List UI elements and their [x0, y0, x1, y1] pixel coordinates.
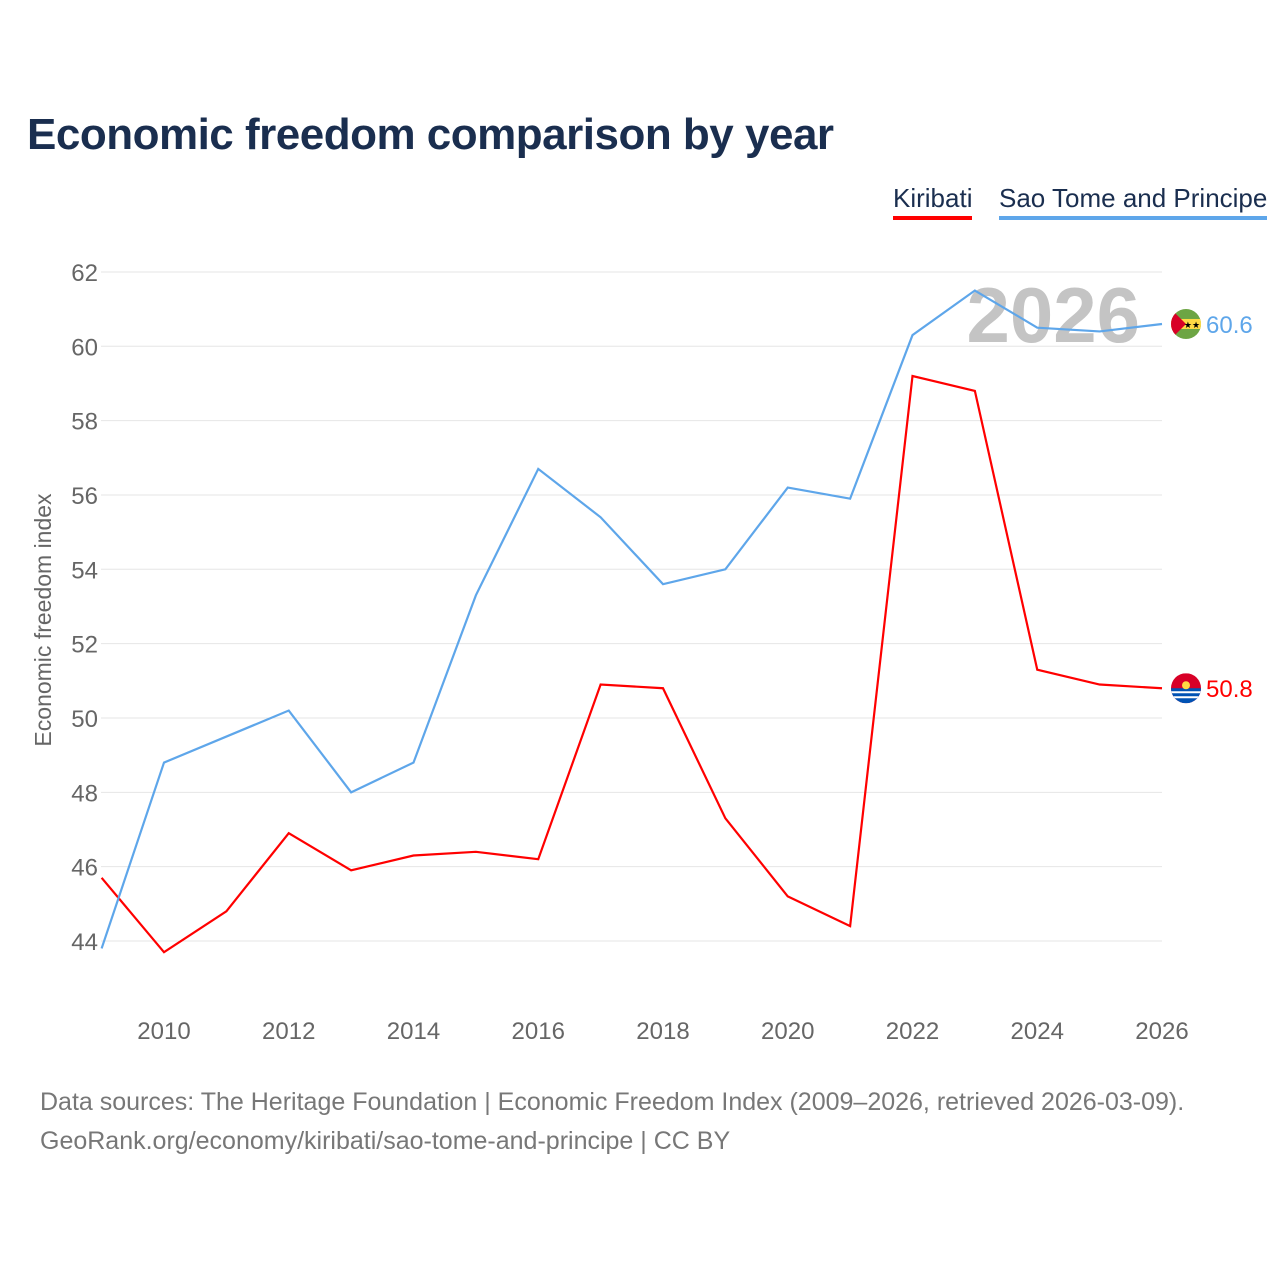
end-value-label: 50.8	[1206, 676, 1253, 703]
series-line-kiribati	[100, 374, 1163, 954]
x-tick-label: 2026	[1135, 1018, 1188, 1045]
y-tick-label: 54	[71, 557, 98, 584]
y-tick-label: 50	[71, 706, 98, 733]
x-tick-label: 2016	[512, 1018, 565, 1045]
sao-tome-flag-icon: ★★	[1171, 308, 1201, 339]
x-tick-label: 2010	[137, 1018, 190, 1045]
x-tick-label: 2018	[636, 1018, 689, 1045]
y-axis-label: Economic freedom index	[30, 493, 56, 747]
kiribati-flag-icon	[1171, 673, 1201, 704]
data-source-note: Data sources: The Heritage Foundation | …	[40, 1088, 1185, 1116]
end-value-label: 60.6	[1206, 312, 1253, 339]
legend-item-sao-tome[interactable]: Sao Tome and Principe	[999, 183, 1268, 220]
x-tick-label: 2020	[761, 1018, 814, 1045]
x-tick-label: 2012	[262, 1018, 315, 1045]
x-tick-label: 2024	[1011, 1018, 1064, 1045]
year-watermark: 2026	[966, 271, 1140, 359]
series-line-sao-tome	[100, 289, 1163, 949]
y-tick-label: 46	[71, 855, 98, 882]
svg-text:★★: ★★	[1184, 320, 1200, 330]
x-tick-label: 2014	[387, 1018, 440, 1045]
page-title: Economic freedom comparison by year	[27, 110, 834, 159]
y-tick-label: 62	[71, 260, 98, 287]
y-tick-label: 60	[71, 334, 98, 361]
y-tick-label: 48	[71, 780, 98, 807]
y-tick-label: 44	[71, 929, 98, 956]
source-url[interactable]: GeoRank.org/economy/kiribati/sao-tome-an…	[40, 1127, 731, 1155]
y-tick-label: 56	[71, 483, 98, 510]
y-tick-label: 58	[71, 409, 98, 436]
legend-item-kiribati[interactable]: Kiribati	[893, 183, 973, 220]
y-tick-label: 52	[71, 632, 98, 659]
x-tick-label: 2022	[886, 1018, 939, 1045]
